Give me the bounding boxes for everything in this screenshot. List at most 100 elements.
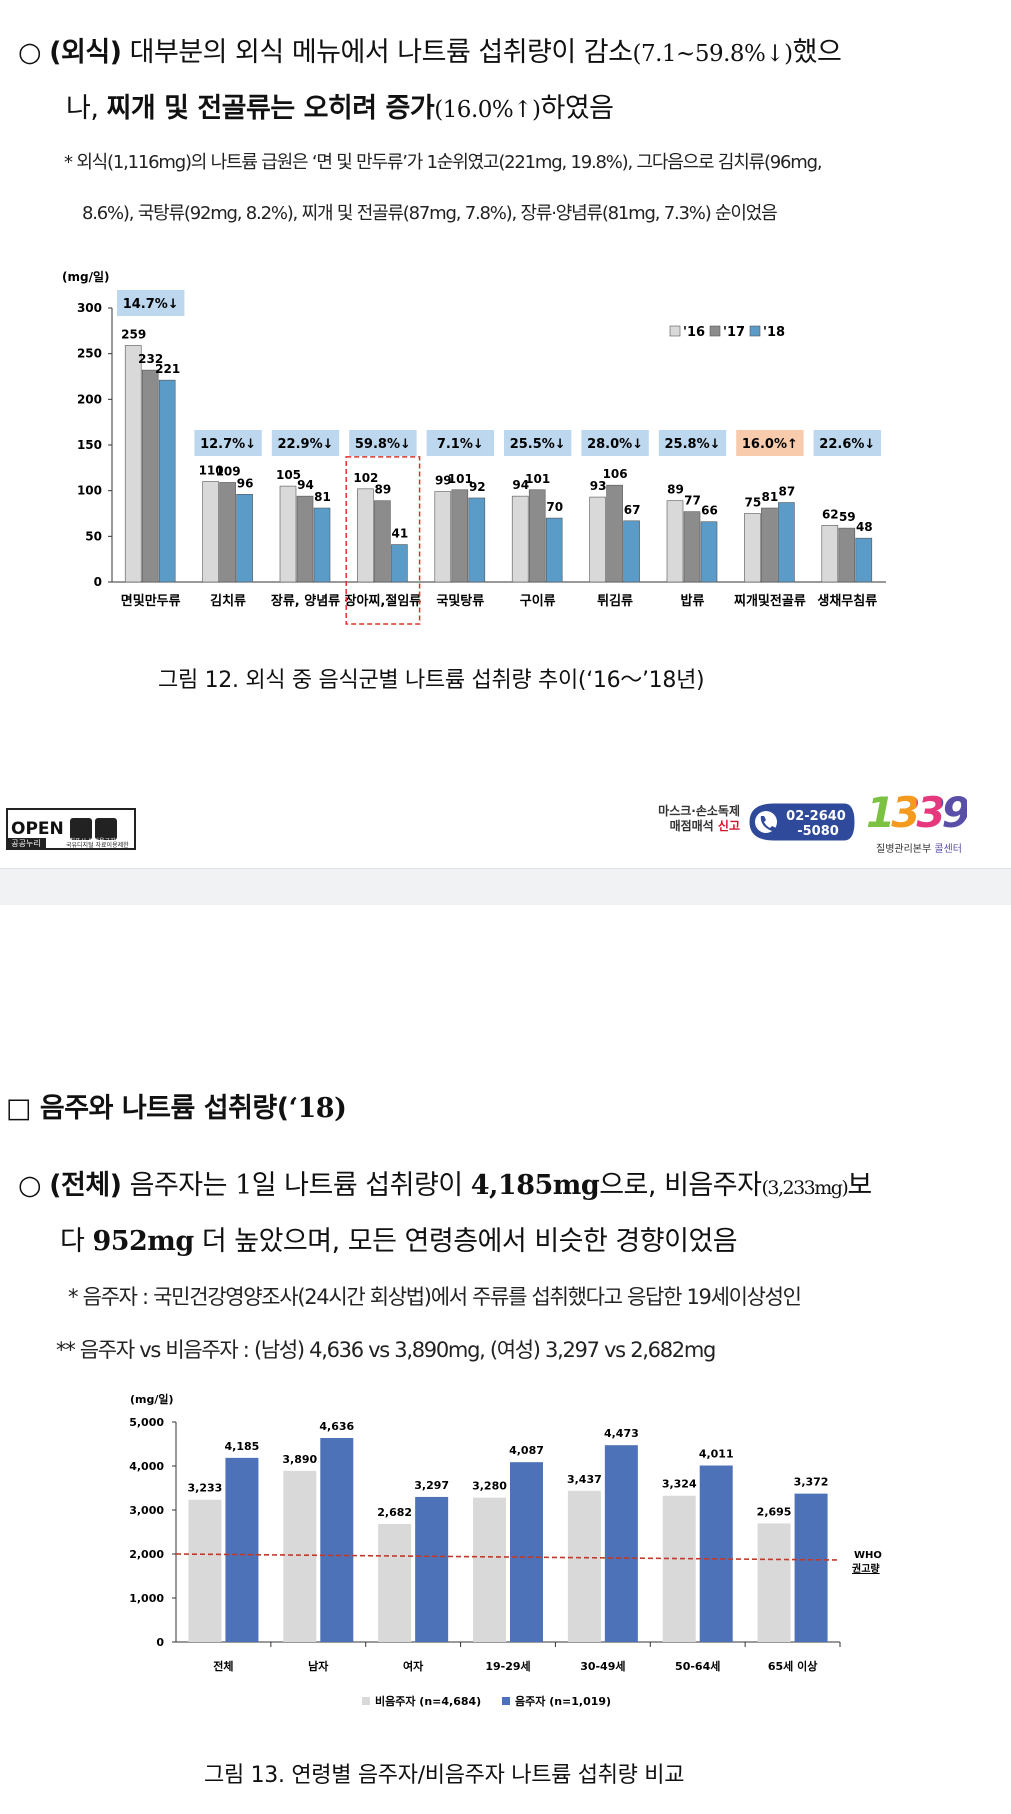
paragraph-1-line-1: ○ (외식) 대부분의 외식 메뉴에서 나트륨 섭취량이 감소(7.1~59.8… bbox=[18, 30, 842, 69]
change-badge bbox=[117, 290, 185, 316]
bar bbox=[761, 507, 778, 583]
legend-label: '17 bbox=[723, 325, 745, 340]
bar bbox=[683, 511, 701, 583]
data-label: 101 bbox=[525, 472, 550, 486]
bar bbox=[236, 494, 253, 583]
category-label: 튀김류 bbox=[597, 593, 633, 609]
data-label: 3,890 bbox=[282, 1453, 317, 1466]
data-label: 3,324 bbox=[662, 1478, 697, 1491]
data-label: 92 bbox=[469, 480, 486, 494]
data-label: 106 bbox=[603, 467, 628, 481]
data-label: 4,011 bbox=[699, 1448, 734, 1461]
bar bbox=[545, 517, 563, 583]
bar bbox=[794, 1493, 828, 1642]
bar bbox=[662, 1495, 696, 1642]
text-segment: 했으 bbox=[792, 37, 842, 68]
hotline-number-1: 02-2640 bbox=[786, 809, 846, 824]
data-label: 4,636 bbox=[319, 1420, 354, 1433]
data-label: 75 bbox=[745, 496, 762, 510]
bar bbox=[821, 525, 839, 583]
heading-text: □ 음주와 나트륨 섭취량( bbox=[6, 1093, 289, 1124]
highlight-box bbox=[345, 456, 421, 625]
y-tick-label: 3,000 bbox=[129, 1504, 164, 1517]
footnote-line-2: 8.6%), 국탕류(92mg, 8.2%), 찌개 및 전골류(87mg, 7… bbox=[82, 203, 778, 224]
data-label: 81 bbox=[314, 490, 331, 504]
change-label: 59.8%↓ bbox=[355, 437, 411, 452]
bar bbox=[666, 500, 684, 583]
reference-label: WHO bbox=[854, 1550, 882, 1561]
bar bbox=[468, 497, 486, 583]
change-label: 28.0%↓ bbox=[587, 437, 643, 452]
category-label: 생채무침류 bbox=[817, 593, 877, 609]
data-label: 2,682 bbox=[377, 1506, 412, 1519]
bar bbox=[391, 544, 408, 583]
legend-swatch bbox=[502, 1697, 510, 1705]
data-label: 3,233 bbox=[188, 1482, 223, 1495]
change-label: 12.7%↓ bbox=[200, 437, 256, 452]
text-segment-bold-value: 952mg bbox=[92, 1226, 194, 1257]
hotline-caption: 마스크·손소독제 매점매석 신고 bbox=[650, 804, 740, 834]
bar bbox=[838, 527, 856, 583]
license-icons bbox=[69, 818, 117, 840]
data-label: 221 bbox=[155, 362, 180, 376]
bar bbox=[778, 502, 795, 583]
bar bbox=[158, 379, 176, 583]
data-label: 94 bbox=[297, 478, 314, 492]
callcenter-label-center: 콜센터 bbox=[934, 844, 962, 855]
hotline-phone-badge: 02-2640 -5080 bbox=[746, 800, 858, 844]
data-label: 96 bbox=[237, 476, 254, 490]
text-segment-range: (7.1~59.8%↓) bbox=[632, 41, 794, 67]
figure-13-caption: 그림 13. 연령별 음주자/비음주자 나트륨 섭취량 비교 bbox=[204, 1763, 685, 1788]
text-segment-percent: (16.0%↑) bbox=[434, 97, 541, 123]
hotline-caption-line1: 마스크·손소독제 bbox=[658, 804, 740, 818]
y-tick-label: 200 bbox=[77, 392, 102, 406]
text-segment: 더 높았으며, 모든 연령층에서 비슷한 경향이었음 bbox=[193, 1226, 738, 1257]
bar bbox=[604, 1445, 638, 1642]
change-label: 7.1%↓ bbox=[437, 437, 484, 452]
reference-label: 권고량 bbox=[852, 1563, 880, 1575]
data-label: 4,185 bbox=[225, 1440, 260, 1453]
category-label: 여자 bbox=[403, 1659, 424, 1673]
paragraph-1-line-2: 나, 찌개 및 전골류는 오히려 증가(16.0%↑)하였음 bbox=[66, 86, 614, 125]
bar bbox=[219, 482, 236, 583]
text-segment-number: 1 bbox=[235, 1170, 252, 1201]
data-label: 66 bbox=[701, 504, 718, 518]
phone-icon bbox=[760, 816, 776, 832]
text-segment: 일 나트륨 섭취량이 bbox=[251, 1170, 471, 1201]
category-label: 50-64세 bbox=[675, 1659, 720, 1673]
bar bbox=[357, 488, 374, 583]
text-segment-bold: 찌개 및 전골류는 오히려 증가 bbox=[106, 93, 435, 124]
data-label: 102 bbox=[353, 471, 378, 485]
category-label: 밥류 bbox=[681, 593, 705, 609]
bar bbox=[757, 1523, 791, 1642]
change-badge bbox=[349, 430, 417, 456]
change-badge bbox=[504, 430, 572, 456]
data-label: 4,087 bbox=[509, 1444, 544, 1457]
heading-year: ‘18) bbox=[288, 1093, 347, 1124]
legend-swatch bbox=[362, 1697, 370, 1705]
text-segment: 대부분의 외식 메뉴에서 나트륨 섭취량이 감소 bbox=[121, 37, 633, 68]
chart-drinker-sodium: (mg/일) 0 1,000 2,000 3,000 4,000 5,000 3,233 4,1… bbox=[129, 1392, 882, 1708]
person-icon bbox=[69, 818, 92, 840]
data-label: 70 bbox=[546, 500, 563, 514]
bar bbox=[415, 1496, 449, 1642]
y-tick-label: 2,000 bbox=[129, 1548, 164, 1561]
text-segment: 하였음 bbox=[540, 93, 615, 124]
open-license-sub3: 국유디지털 자료이용제한 bbox=[66, 842, 129, 849]
data-label: 87 bbox=[779, 485, 796, 499]
page-separator bbox=[0, 868, 1011, 905]
data-label: 41 bbox=[392, 527, 409, 541]
category-label: 장아찌,절임류 bbox=[345, 593, 422, 609]
callcenter-label: 질병관리본부 콜센터 bbox=[876, 840, 962, 855]
bar bbox=[296, 495, 314, 583]
open-license-label: OPEN bbox=[11, 819, 64, 839]
change-badge bbox=[271, 430, 340, 456]
bar bbox=[434, 491, 452, 583]
text-segment-bold-value: 4,185mg bbox=[470, 1170, 600, 1201]
bar bbox=[313, 507, 331, 583]
category-label: 19-29세 bbox=[485, 1659, 530, 1673]
category-label: 장류, 양념류 bbox=[271, 593, 340, 609]
text-segment: 보 bbox=[847, 1170, 872, 1201]
change-badge bbox=[813, 430, 881, 456]
bar bbox=[606, 484, 623, 583]
